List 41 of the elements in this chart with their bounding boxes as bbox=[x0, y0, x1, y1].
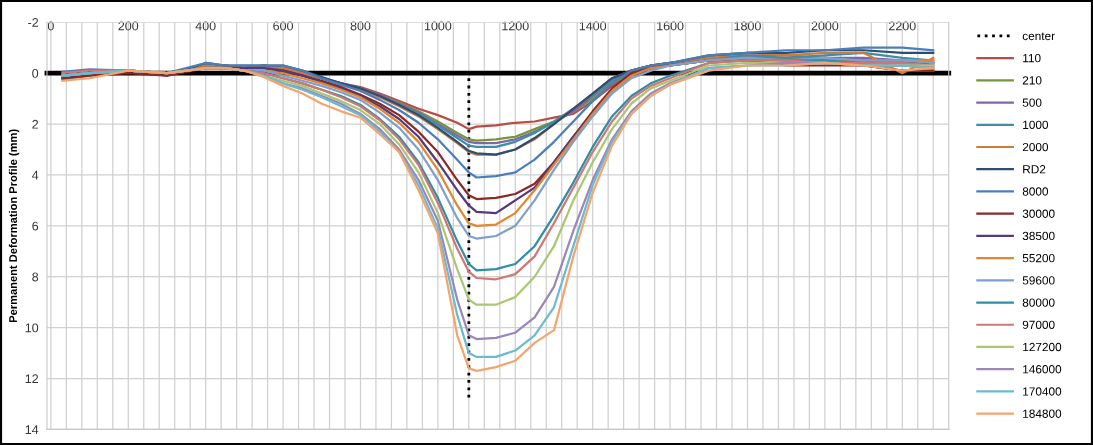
legend-label: 59600 bbox=[1022, 276, 1055, 285]
y-tick-label: -2 bbox=[28, 18, 39, 27]
x-tick-label: 2200 bbox=[889, 21, 916, 31]
legend-label: 80000 bbox=[1022, 298, 1055, 307]
legend-label: 146000 bbox=[1023, 365, 1062, 374]
x-tick-label: 1800 bbox=[734, 21, 761, 31]
legend-label: 184800 bbox=[1023, 409, 1062, 418]
legend-label: 500 bbox=[1022, 98, 1042, 107]
y-axis-title: Permanent Deformation Profile (mm) bbox=[8, 129, 20, 323]
legend-label: 1000 bbox=[1023, 120, 1049, 130]
line-series bbox=[61, 46, 935, 179]
legend-label: 30000 bbox=[1022, 209, 1055, 218]
y-tick-label: 4 bbox=[32, 170, 39, 180]
y-tick-label: 14 bbox=[25, 425, 39, 434]
x-tick-label: 1400 bbox=[579, 21, 607, 31]
legend-label: 2000 bbox=[1022, 142, 1049, 152]
legend-label: 97000 bbox=[1022, 320, 1055, 329]
x-tick-label: 0 bbox=[47, 21, 54, 31]
legend-label: 110 bbox=[1023, 53, 1041, 63]
y-tick-label: 12 bbox=[25, 374, 39, 384]
legend-label: 8000 bbox=[1022, 187, 1049, 196]
x-tick-label: 2000 bbox=[811, 21, 839, 31]
y-tick-label: 0 bbox=[32, 68, 39, 78]
x-tick-label: 200 bbox=[118, 21, 139, 31]
y-tick-label: 2 bbox=[32, 119, 39, 129]
legend-label: 170400 bbox=[1023, 387, 1062, 396]
legend-label: 38500 bbox=[1022, 231, 1055, 241]
x-tick-label: 400 bbox=[195, 21, 216, 31]
legend-label: 210 bbox=[1022, 76, 1042, 85]
x-tick-label: 1200 bbox=[502, 21, 529, 31]
y-tick-label: 6 bbox=[32, 221, 39, 231]
y-tick-label: 8 bbox=[32, 272, 39, 282]
legend-label: 127200 bbox=[1023, 342, 1062, 352]
y-tick-label: 10 bbox=[25, 323, 39, 333]
legend-label: center bbox=[1022, 32, 1055, 41]
legend-label: 55200 bbox=[1022, 253, 1055, 263]
x-tick-label: 800 bbox=[350, 21, 371, 31]
x-tick-label: 1600 bbox=[657, 21, 684, 31]
x-tick-label: 600 bbox=[273, 21, 294, 31]
x-tick-label: 1000 bbox=[424, 21, 452, 31]
legend-label: RD2 bbox=[1023, 165, 1046, 174]
